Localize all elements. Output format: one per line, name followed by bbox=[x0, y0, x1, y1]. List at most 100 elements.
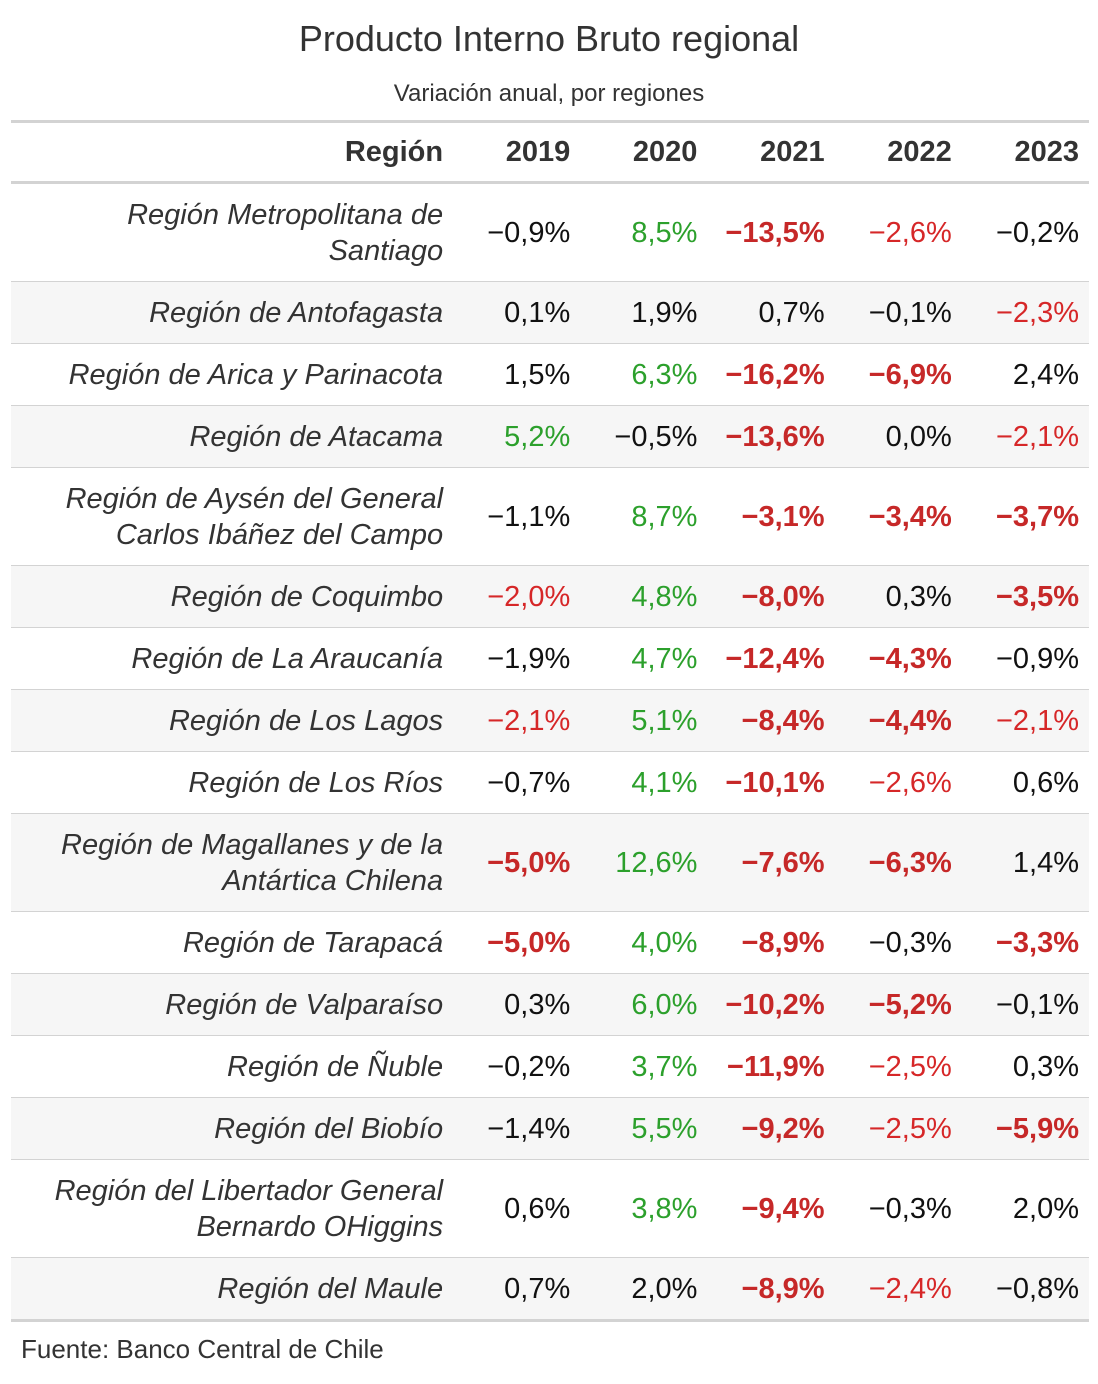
value-cell: 1,5% bbox=[453, 343, 581, 406]
gdp-table: Región 2019 2020 2021 2022 2023 Región M… bbox=[11, 120, 1089, 1322]
value-cell: −8,4% bbox=[707, 689, 835, 752]
table-row: Región del Biobío −1,4% 5,5% −9,2% −2,5% −5,9… bbox=[11, 1097, 1089, 1160]
value-cell: 2,4% bbox=[961, 343, 1089, 406]
value-cell: −4,4% bbox=[834, 689, 962, 752]
source-note: Fuente: Banco Central de Chile bbox=[21, 1334, 384, 1364]
table-row: Región de Coquimbo −2,0% 4,8% −8,0% 0,3% −3,5… bbox=[11, 565, 1089, 628]
value-cell: −2,1% bbox=[961, 689, 1089, 752]
value-cell: 2,0% bbox=[961, 1159, 1089, 1258]
value-cell: 0,1% bbox=[453, 281, 581, 344]
value-cell: 0,3% bbox=[453, 973, 581, 1036]
value-cell: −3,5% bbox=[961, 565, 1089, 628]
value-cell: −16,2% bbox=[707, 343, 835, 406]
value-cell: −1,1% bbox=[453, 467, 581, 566]
value-cell: −11,9% bbox=[707, 1035, 835, 1098]
header-year: 2023 bbox=[961, 121, 1089, 184]
header-row: Región 2019 2020 2021 2022 2023 bbox=[11, 121, 1089, 184]
header-year: 2019 bbox=[453, 121, 581, 184]
table-row: Región de Antofagasta 0,1% 1,9% 0,7% −0,1% −2… bbox=[11, 281, 1089, 344]
value-cell: −4,3% bbox=[834, 627, 962, 690]
value-cell: −0,5% bbox=[580, 405, 708, 468]
table-row: Región de Magallanes y de la Antártica C… bbox=[11, 813, 1089, 912]
value-cell: 3,7% bbox=[580, 1035, 708, 1098]
table-row: Región de Los Ríos −0,7% 4,1% −10,1% −2,6% 0,… bbox=[11, 751, 1089, 814]
value-cell: −2,0% bbox=[453, 565, 581, 628]
value-cell: −1,9% bbox=[453, 627, 581, 690]
table-row: Región de Ñuble −0,2% 3,7% −11,9% −2,5% 0,3% bbox=[11, 1035, 1089, 1098]
value-cell: 0,6% bbox=[453, 1159, 581, 1258]
value-cell: 5,1% bbox=[580, 689, 708, 752]
region-name: Región de Ñuble bbox=[11, 1035, 454, 1098]
value-cell: 1,4% bbox=[961, 813, 1089, 912]
value-cell: −5,2% bbox=[834, 973, 962, 1036]
value-cell: −9,2% bbox=[707, 1097, 835, 1160]
value-cell: −0,2% bbox=[961, 182, 1089, 282]
value-cell: −12,4% bbox=[707, 627, 835, 690]
value-cell: 0,3% bbox=[961, 1035, 1089, 1098]
value-cell: −6,3% bbox=[834, 813, 962, 912]
value-cell: −2,5% bbox=[834, 1097, 962, 1160]
table-row: Región Metropolitana de Santiago −0,9% 8,5… bbox=[11, 182, 1089, 282]
value-cell: −2,3% bbox=[961, 281, 1089, 344]
value-cell: −0,3% bbox=[834, 911, 962, 974]
value-cell: −0,9% bbox=[961, 627, 1089, 690]
value-cell: −3,1% bbox=[707, 467, 835, 566]
value-cell: −2,6% bbox=[834, 751, 962, 814]
value-cell: 0,0% bbox=[834, 405, 962, 468]
table-row: Región de Los Lagos −2,1% 5,1% −8,4% −4,4% −2… bbox=[11, 689, 1089, 752]
value-cell: 5,2% bbox=[453, 405, 581, 468]
value-cell: 6,0% bbox=[580, 973, 708, 1036]
value-cell: −0,9% bbox=[453, 182, 581, 282]
value-cell: −13,6% bbox=[707, 405, 835, 468]
value-cell: −9,4% bbox=[707, 1159, 835, 1258]
value-cell: −0,1% bbox=[834, 281, 962, 344]
header-year: 2021 bbox=[707, 121, 835, 184]
table-row: Región de Atacama 5,2% −0,5% −13,6% 0,0% −2,1… bbox=[11, 405, 1089, 468]
value-cell: 6,3% bbox=[580, 343, 708, 406]
value-cell: −2,1% bbox=[453, 689, 581, 752]
value-cell: 4,8% bbox=[580, 565, 708, 628]
value-cell: 5,5% bbox=[580, 1097, 708, 1160]
region-name: Región de Atacama bbox=[11, 405, 454, 468]
value-cell: −3,4% bbox=[834, 467, 962, 566]
value-cell: 8,5% bbox=[580, 182, 708, 282]
header-year: 2020 bbox=[580, 121, 708, 184]
chart-subtitle: Variación anual, por regiones bbox=[393, 80, 705, 107]
value-cell: 8,7% bbox=[580, 467, 708, 566]
table-row: Región del Maule 0,7% 2,0% −8,9% −2,4% −0,8% bbox=[11, 1257, 1089, 1321]
region-name: Región del Biobío bbox=[11, 1097, 454, 1160]
value-cell: −0,8% bbox=[961, 1257, 1089, 1321]
value-cell: 0,6% bbox=[961, 751, 1089, 814]
value-cell: 4,7% bbox=[580, 627, 708, 690]
table-row: Región de Tarapacá −5,0% 4,0% −8,9% −0,3% −3,… bbox=[11, 911, 1089, 974]
region-name: Región de Los Ríos bbox=[11, 751, 454, 814]
value-cell: 3,8% bbox=[580, 1159, 708, 1258]
table-row: Región del Libertador General Bernardo O… bbox=[11, 1159, 1089, 1258]
value-cell: −3,7% bbox=[961, 467, 1089, 566]
region-name: Región de Magallanes y de la Antártica C… bbox=[11, 813, 454, 912]
value-cell: 1,9% bbox=[580, 281, 708, 344]
header-year: 2022 bbox=[834, 121, 962, 184]
region-name: Región Metropolitana de Santiago bbox=[11, 182, 454, 282]
value-cell: −6,9% bbox=[834, 343, 962, 406]
value-cell: −8,0% bbox=[707, 565, 835, 628]
region-name: Región de Aysén del General Carlos Ibáñe… bbox=[11, 467, 454, 566]
value-cell: −5,9% bbox=[961, 1097, 1089, 1160]
table-row: Región de La Araucanía −1,9% 4,7% −12,4% −4,… bbox=[11, 627, 1089, 690]
value-cell: 0,7% bbox=[707, 281, 835, 344]
value-cell: 4,0% bbox=[580, 911, 708, 974]
value-cell: −5,0% bbox=[453, 813, 581, 912]
region-name: Región de La Araucanía bbox=[11, 627, 454, 690]
value-cell: −0,1% bbox=[961, 973, 1089, 1036]
value-cell: 0,7% bbox=[453, 1257, 581, 1321]
value-cell: −7,6% bbox=[707, 813, 835, 912]
region-name: Región de Los Lagos bbox=[11, 689, 454, 752]
value-cell: 4,1% bbox=[580, 751, 708, 814]
region-name: Región de Arica y Parinacota bbox=[11, 343, 454, 406]
value-cell: 2,0% bbox=[580, 1257, 708, 1321]
table-row: Región de Valparaíso 0,3% 6,0% −10,2% −5,2% −… bbox=[11, 973, 1089, 1036]
value-cell: −13,5% bbox=[707, 182, 835, 282]
value-cell: −2,6% bbox=[834, 182, 962, 282]
value-cell: −5,0% bbox=[453, 911, 581, 974]
